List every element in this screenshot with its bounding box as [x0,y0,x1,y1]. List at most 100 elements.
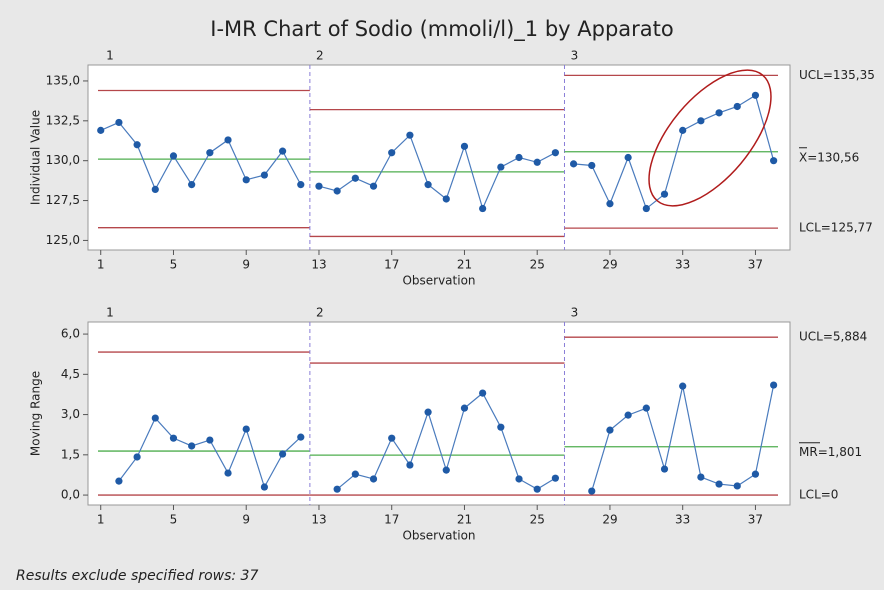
data-point [679,126,687,134]
data-point [733,102,741,111]
stage-label: 3 [571,49,579,63]
y-axis-label: Moving Range [29,371,43,456]
data-point [115,118,123,127]
stage-label: 1 [106,306,114,320]
highlight-ellipse [648,69,772,207]
y-tick-label: 4,5 [61,367,80,381]
data-point [697,117,705,125]
data-point [406,131,414,139]
y-tick-label: 1,5 [61,447,80,461]
data-point [351,174,359,182]
y-tick-label: 125,0 [46,233,80,247]
x-tick-label: 21 [457,258,472,272]
data-point [588,161,596,170]
y-tick-label: 6,0 [61,327,80,341]
data-point [297,433,305,441]
data-point [624,153,632,162]
data-point [497,163,505,171]
data-point [442,195,450,203]
data-point [515,153,523,162]
x-axis-label: Observation [402,529,475,543]
data-point [588,487,596,495]
data-point [278,147,287,155]
limit-label: UCL=135,35 [799,68,875,82]
data-point [406,461,414,469]
data-point [751,91,760,99]
x-tick-label: 13 [311,513,326,527]
data-point [224,469,232,477]
data-point [388,434,396,442]
limit-label: UCL=5,884 [799,330,867,344]
y-tick-label: 127,5 [46,193,80,207]
limit-label: LCL=125,77 [799,221,873,235]
data-point [369,182,378,190]
data-point [642,204,650,213]
x-tick-label: 29 [602,513,617,527]
data-point [242,176,250,184]
data-point [315,182,323,190]
x-tick-label: 1 [97,513,105,527]
data-point [169,434,178,442]
data-point [606,200,614,208]
x-tick-label: 25 [530,513,545,527]
data-point [551,474,559,482]
data-point [770,381,778,389]
y-tick-label: 135,0 [46,73,80,87]
limit-label: MR=1,801 [799,445,862,459]
data-point [751,470,760,478]
data-point [715,480,723,488]
data-point [533,485,541,493]
y-axis-label: Individual Value [29,110,43,205]
data-point [260,171,269,179]
data-point [351,470,359,478]
data-line [100,121,302,191]
data-point [151,414,159,422]
data-point [115,477,123,485]
x-tick-label: 33 [675,258,690,272]
data-point [606,426,614,434]
data-point [442,466,450,474]
stage-label: 3 [571,306,579,320]
y-tick-label: 0,0 [61,488,80,502]
x-tick-label: 29 [602,258,617,272]
data-point [679,382,687,390]
x-tick-label: 17 [384,258,399,272]
data-point [242,425,250,433]
data-point [660,465,669,473]
data-point [624,411,632,419]
stage-label: 1 [106,49,114,63]
y-tick-label: 3,0 [61,407,80,421]
data-point [133,453,141,461]
data-point [333,187,341,195]
data-point [97,126,105,134]
x-tick-label: 1 [97,258,105,272]
x-tick-label: 17 [384,513,399,527]
x-tick-label: 37 [748,513,763,527]
x-tick-label: 9 [242,258,250,272]
data-point [715,109,723,117]
data-point [642,404,650,412]
data-point [206,149,214,157]
data-point [424,181,432,189]
x-axis-label: Observation [402,274,475,288]
data-point [369,475,378,483]
data-point [770,157,778,165]
x-tick-label: 13 [311,258,326,272]
data-point [551,149,559,157]
data-point [460,142,469,150]
data-point [660,190,669,198]
data-point [460,404,469,412]
data-point [260,483,269,491]
footnote: Results exclude specified rows: 37 [16,568,258,584]
data-point [133,141,141,149]
plot-area [87,64,791,251]
data-point [188,442,196,450]
data-point [479,204,487,213]
data-point [497,423,505,431]
data-point [515,475,523,483]
x-tick-label: 5 [170,258,178,272]
data-point [297,181,305,189]
stage-label: 2 [316,49,324,63]
data-point [151,185,159,193]
